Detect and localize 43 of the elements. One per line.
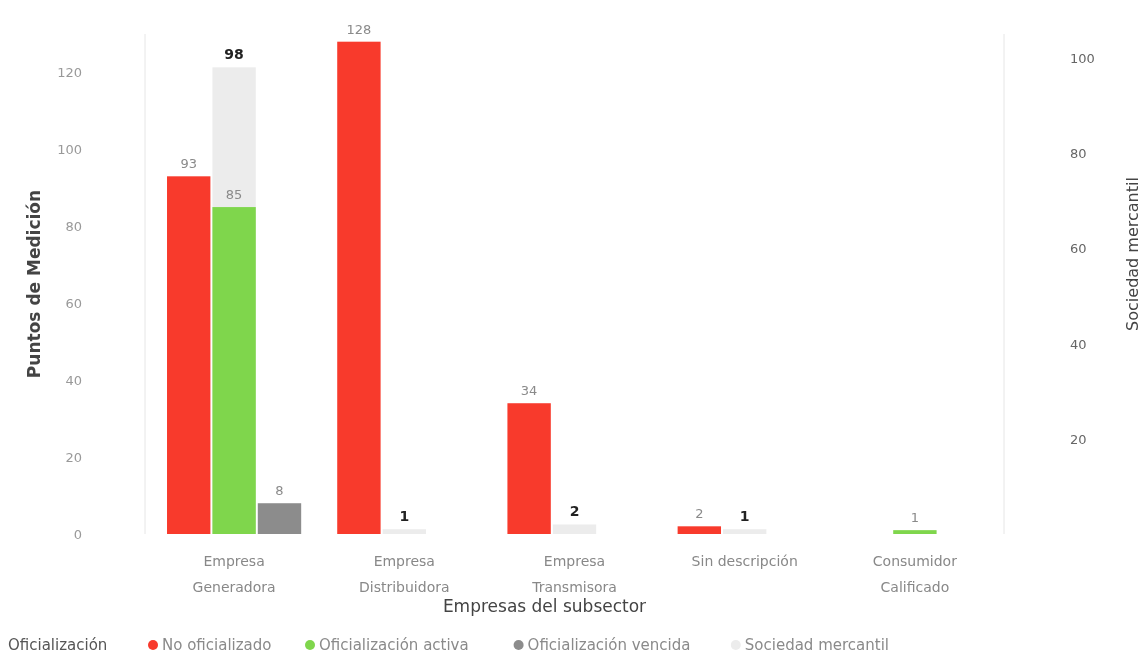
bar: [382, 529, 426, 534]
data-label: 1: [739, 508, 750, 525]
x-tick-label: Empresa Transmisora: [531, 553, 617, 595]
bar: [257, 503, 302, 534]
y2-tick-label: 80: [1070, 146, 1087, 162]
x-tick-label: Consumidor Calificado: [872, 553, 958, 595]
data-label: 98: [224, 46, 244, 63]
bar: [552, 524, 597, 534]
legend-label: Oficialización vencida: [527, 636, 691, 654]
y-axis-title: Puntos de Medición: [24, 189, 44, 379]
data-label: 1: [399, 508, 410, 525]
bar: [893, 530, 937, 534]
data-label: 2: [695, 506, 704, 522]
y2-tick-label: 20: [1070, 431, 1087, 447]
data-label: 8: [275, 483, 284, 499]
y-tick-label: 0: [73, 527, 82, 542]
legend-title: Oficialización: [8, 636, 108, 654]
data-label: 2: [569, 503, 580, 520]
data-label: 85: [225, 187, 243, 203]
data-label: 1: [910, 510, 920, 526]
x-axis-title: Empresas del subsector: [442, 596, 647, 616]
bar: [337, 41, 381, 534]
x-tick-label: Empresa Distribuidora: [359, 553, 450, 595]
y-tick-label: 40: [65, 373, 82, 389]
y-tick-label: 20: [65, 450, 82, 466]
y-tick-label: 120: [57, 65, 82, 81]
data-label: 128: [346, 21, 372, 37]
legend-label: Oficialización activa: [319, 636, 469, 654]
y2-axis-title: Sociedad mercantil: [1123, 177, 1142, 331]
x-tick-label: Empresa Generadora: [192, 553, 276, 595]
legend-label: No oficializado: [162, 636, 272, 654]
y-tick-label: 100: [57, 142, 82, 158]
y-tick-label: 80: [65, 219, 82, 235]
bar: [167, 176, 211, 534]
x-tick-label: Sin descripción: [691, 553, 798, 569]
data-label: 34: [520, 383, 538, 399]
y2-tick-label: 40: [1070, 336, 1087, 352]
y-tick-label: 60: [65, 296, 82, 312]
bar: [507, 403, 551, 534]
legend-label: Sociedad mercantil: [744, 636, 889, 654]
data-label: 93: [180, 156, 197, 172]
y2-tick-label: 100: [1070, 50, 1095, 66]
y2-tick-label: 60: [1070, 241, 1087, 257]
